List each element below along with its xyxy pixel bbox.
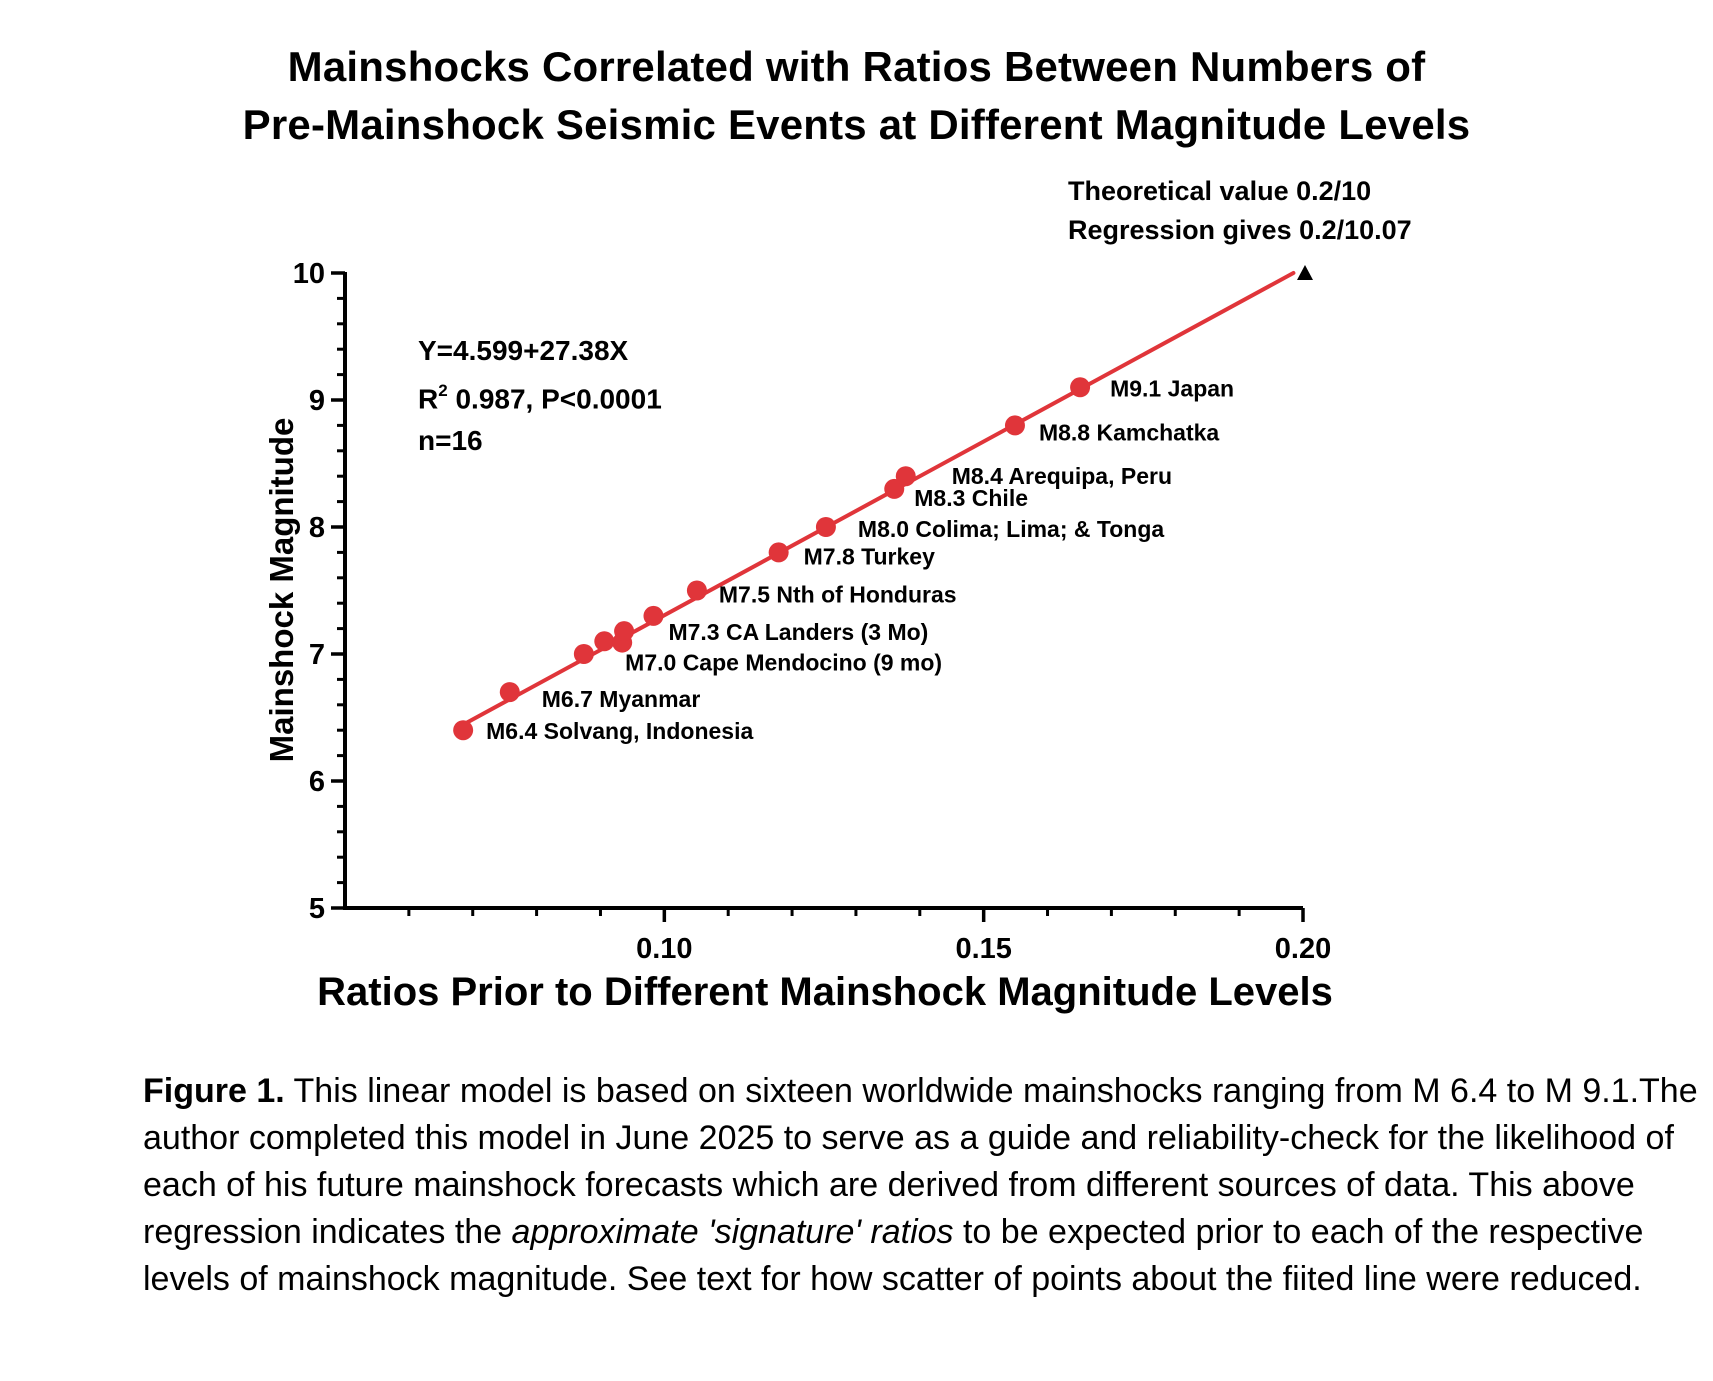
data-point-marker bbox=[895, 466, 916, 487]
x-tick-label: 0.20 bbox=[1275, 933, 1331, 965]
data-point-marker bbox=[643, 605, 664, 626]
sample-size-text: n=16 bbox=[418, 425, 483, 457]
data-points bbox=[453, 265, 1313, 741]
triangle-marker-icon bbox=[1297, 265, 1313, 280]
point-label: M7.8 Turkey bbox=[804, 543, 935, 569]
data-point-marker bbox=[573, 644, 594, 664]
point-label: M9.1 Japan bbox=[1110, 375, 1234, 401]
point-label: M6.7 Myanmar bbox=[542, 686, 701, 712]
data-point-marker bbox=[1004, 415, 1025, 436]
x-axis-label: Ratios Prior to Different Mainshock Magn… bbox=[317, 970, 1333, 1014]
data-point-marker bbox=[594, 631, 615, 652]
r-squared-superscript: 2 bbox=[438, 381, 448, 400]
regression-value-text: Regression gives 0.2/10.07 bbox=[1068, 215, 1412, 245]
x-tick-label: 0.10 bbox=[636, 933, 692, 965]
theoretical-annotation: Theoretical value 0.2/10 Regression give… bbox=[1068, 172, 1412, 250]
regression-stats: Y=4.599+27.38X R2 0.987, P<0.0001 n=16 bbox=[418, 330, 662, 462]
y-tick-label: 9 bbox=[309, 385, 325, 417]
y-tick-label: 5 bbox=[309, 893, 325, 925]
point-label: M8.4 Arequipa, Peru bbox=[952, 463, 1172, 489]
y-tick-label: 10 bbox=[293, 258, 325, 290]
point-label: M7.5 Nth of Honduras bbox=[719, 582, 957, 608]
theoretical-value-text: Theoretical value 0.2/10 bbox=[1068, 176, 1372, 206]
caption-text-2: to be expected prior to each of the resp… bbox=[143, 1213, 1644, 1298]
r-squared-text: R2 0.987, P<0.0001 bbox=[418, 372, 662, 420]
point-label: M7.3 CA Landers (3 Mo) bbox=[668, 619, 928, 645]
chart-title-line-1: Mainshocks Correlated with Ratios Betwee… bbox=[287, 43, 1426, 90]
r-label: R bbox=[418, 383, 439, 415]
chart-title: Mainshocks Correlated with Ratios Betwee… bbox=[0, 38, 1713, 154]
caption-italic-text: approximate 'signature' ratios bbox=[511, 1213, 954, 1251]
regression-equation: Y=4.599+27.38X bbox=[418, 335, 629, 366]
x-tick-label: 0.15 bbox=[955, 933, 1011, 965]
data-point-marker bbox=[768, 542, 789, 563]
data-point-marker bbox=[815, 517, 836, 537]
y-tick-label: 6 bbox=[309, 766, 325, 798]
data-point-marker bbox=[614, 621, 635, 642]
data-point-marker bbox=[499, 682, 520, 703]
chart-title-line-2: Pre-Mainshock Seismic Events at Differen… bbox=[242, 101, 1471, 148]
regression-line bbox=[457, 271, 1296, 729]
data-point-marker bbox=[453, 720, 474, 741]
regression-line-path bbox=[457, 271, 1296, 729]
point-label: M8.8 Kamchatka bbox=[1039, 419, 1219, 445]
y-tick-label: 7 bbox=[309, 639, 325, 671]
axes: 5 6 7 8 9 10 0.10 0.15 0.20 bbox=[293, 258, 1331, 965]
r-squared-value: 0.987, P<0.0001 bbox=[447, 383, 662, 415]
data-point-marker bbox=[884, 478, 905, 499]
point-label: M6.4 Solvang, Indonesia bbox=[486, 718, 753, 744]
figure-caption: Figure 1. This linear model is based on … bbox=[143, 1068, 1703, 1303]
point-label: M8.3 Chile bbox=[914, 485, 1028, 511]
point-labels: M6.4 Solvang, Indonesia M6.7 Myanmar M7.0 … bbox=[486, 375, 1234, 744]
data-point-marker bbox=[686, 580, 707, 601]
y-tick-label: 8 bbox=[309, 512, 325, 544]
caption-text-1: This linear model is based on sixteen wo… bbox=[143, 1072, 1698, 1251]
figure-label: Figure 1. bbox=[143, 1072, 285, 1110]
point-label: M8.0 Colima; Lima; & Tonga bbox=[858, 516, 1164, 542]
point-label: M7.0 Cape Mendocino (9 mo) bbox=[625, 650, 942, 676]
data-point-marker bbox=[1070, 377, 1091, 398]
